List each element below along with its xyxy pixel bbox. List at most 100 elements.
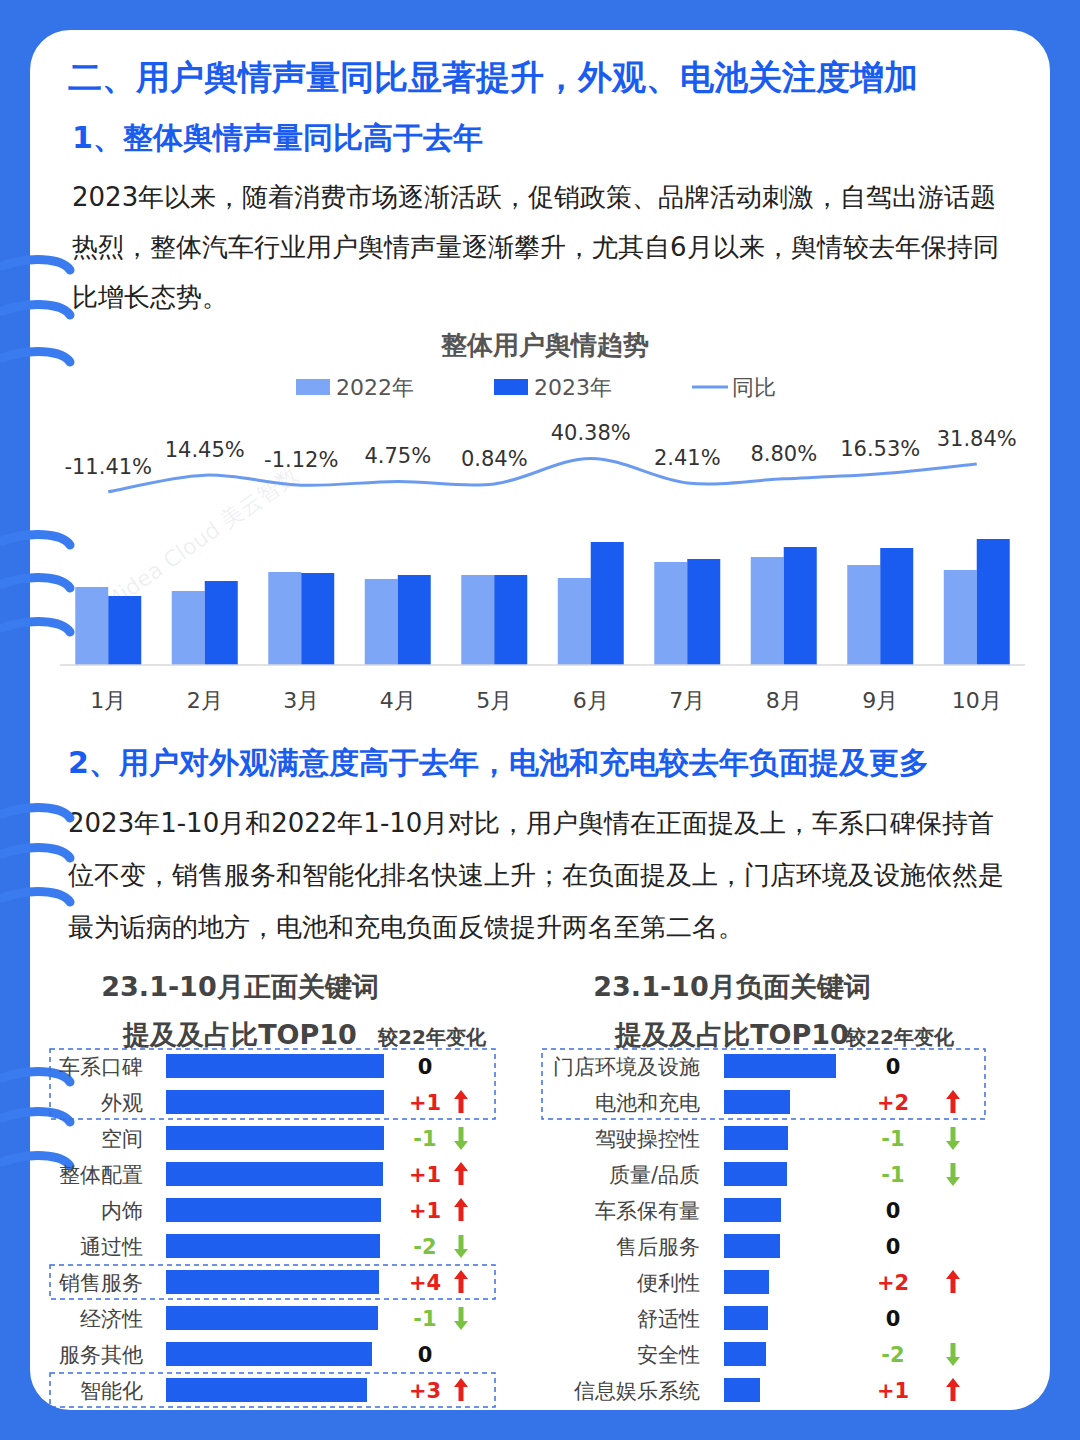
y-tick-label: 车系保有量 xyxy=(595,1199,700,1223)
bar xyxy=(398,575,431,665)
ring xyxy=(2,848,70,858)
bar xyxy=(724,1162,787,1186)
bar xyxy=(108,596,141,665)
legend-label: 同比 xyxy=(732,375,776,400)
ring xyxy=(2,305,70,315)
line xyxy=(108,458,977,491)
arrow-up xyxy=(454,1090,468,1113)
x-tick-label: 9月 xyxy=(862,688,898,713)
ring xyxy=(2,352,70,362)
bar xyxy=(166,1162,383,1186)
data-label: 40.38% xyxy=(551,421,631,445)
ring xyxy=(2,535,70,545)
chart-title: 23.1-10月正面关键词提及及占比TOP10 xyxy=(100,963,380,1059)
change-label: -2 xyxy=(413,1235,436,1259)
section-heading: 1、整体舆情声量同比高于去年 xyxy=(72,118,483,159)
arrow-down xyxy=(454,1127,468,1150)
bar xyxy=(461,575,494,665)
bar xyxy=(724,1126,788,1150)
change-label: 0 xyxy=(886,1235,901,1259)
change-label: 0 xyxy=(418,1343,433,1367)
change-label: +4 xyxy=(409,1271,441,1295)
data-label: 31.84% xyxy=(937,427,1017,451)
bar xyxy=(494,575,527,665)
bar xyxy=(724,1378,760,1402)
page-title: 二、用户舆情声量同比显著提升，外观、电池关注度增加 xyxy=(68,55,918,101)
change-label: 0 xyxy=(886,1055,901,1079)
y-tick-label: 整体配置 xyxy=(59,1163,143,1187)
highlight-box xyxy=(50,1265,495,1299)
change-label: +1 xyxy=(409,1199,441,1223)
data-label: 8.80% xyxy=(750,442,817,466)
paragraph: 2023年以来，随着消费市场逐渐活跃，促销政策、品牌活动刺激，自驾出游话题热烈，… xyxy=(72,172,1022,322)
bar xyxy=(166,1378,367,1402)
arrow-up xyxy=(946,1378,960,1401)
bar xyxy=(365,579,398,665)
chart-title: 23.1-10月负面关键词提及及占比TOP10 xyxy=(592,963,872,1059)
y-tick-label: 通过性 xyxy=(80,1235,143,1259)
change-label: +1 xyxy=(409,1163,441,1187)
ring xyxy=(2,260,70,270)
bar xyxy=(558,578,591,665)
x-tick-label: 8月 xyxy=(766,688,802,713)
highlight-box xyxy=(542,1049,985,1119)
data-label: 2.41% xyxy=(654,446,721,470)
bar xyxy=(847,565,880,665)
arrow-up xyxy=(454,1162,468,1185)
y-tick-label: 车系口碑 xyxy=(59,1055,143,1079)
bar xyxy=(724,1342,766,1366)
change-label: +3 xyxy=(409,1379,441,1403)
bar xyxy=(751,557,784,665)
bar xyxy=(591,542,624,665)
change-label: +1 xyxy=(409,1091,441,1115)
bar xyxy=(724,1234,780,1258)
bar xyxy=(724,1306,768,1330)
bar xyxy=(166,1126,384,1150)
data-label: 16.53% xyxy=(840,437,920,461)
y-tick-label: 驾驶操控性 xyxy=(595,1127,700,1151)
ring xyxy=(2,622,70,632)
highlight-box xyxy=(50,1373,495,1407)
bar xyxy=(724,1270,769,1294)
legend-label: 2023年 xyxy=(534,375,612,400)
x-tick-label: 1月 xyxy=(90,688,126,713)
bar xyxy=(687,559,720,665)
bar xyxy=(724,1054,836,1078)
y-tick-label: 售后服务 xyxy=(616,1235,700,1259)
legend-item: 2023年 xyxy=(494,375,612,400)
section-heading: 2、用户对外观满意度高于去年，电池和充电较去年负面提及更多 xyxy=(68,743,929,784)
arrow-up xyxy=(454,1378,468,1401)
y-tick-label: 内饰 xyxy=(101,1199,143,1223)
arrow-down xyxy=(946,1127,960,1150)
arrow-up xyxy=(946,1090,960,1113)
legend-swatch xyxy=(296,379,330,395)
bar xyxy=(75,587,108,665)
arrow-down xyxy=(454,1307,468,1330)
y-tick-label: 智能化 xyxy=(80,1379,143,1403)
arrow-up xyxy=(454,1198,468,1221)
bar xyxy=(166,1234,380,1258)
ring xyxy=(2,808,70,818)
change-label: -1 xyxy=(413,1307,436,1331)
y-tick-label: 安全性 xyxy=(637,1343,700,1367)
y-tick-label: 质量/品质 xyxy=(609,1163,700,1187)
change-label: 0 xyxy=(418,1055,433,1079)
bar xyxy=(724,1090,790,1114)
data-label: 14.45% xyxy=(165,438,245,462)
x-tick-label: 3月 xyxy=(283,688,319,713)
y-tick-label: 空间 xyxy=(101,1127,143,1151)
y-tick-label: 销售服务 xyxy=(58,1271,143,1295)
bar xyxy=(205,581,238,665)
bar xyxy=(166,1090,384,1114)
change-label: 0 xyxy=(886,1199,901,1223)
bar xyxy=(944,570,977,665)
y-tick-label: 便利性 xyxy=(637,1271,700,1295)
change-label: -1 xyxy=(881,1127,904,1151)
paragraph: 2023年1-10月和2022年1-10月对比，用户舆情在正面提及上，车系口碑保… xyxy=(68,797,1020,953)
column-header: 较22年变化 xyxy=(845,1025,955,1049)
y-tick-label: 服务其他 xyxy=(59,1343,143,1367)
arrow-up xyxy=(454,1270,468,1293)
x-tick-label: 6月 xyxy=(573,688,609,713)
change-label: -1 xyxy=(881,1163,904,1187)
bar xyxy=(166,1198,381,1222)
